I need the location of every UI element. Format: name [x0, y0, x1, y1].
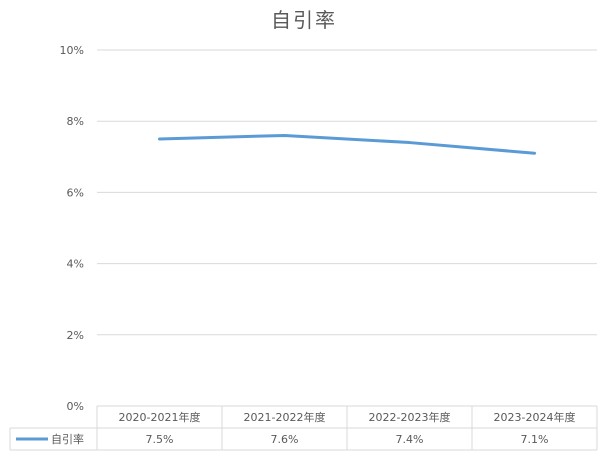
series-line [158, 133, 536, 155]
y-tick-label: 2% [67, 329, 84, 342]
data-label: 7.1% [521, 433, 549, 446]
data-label: 7.5% [146, 433, 174, 446]
y-tick-label: 8% [67, 115, 84, 128]
x-category-label: 2023-2024年度 [494, 410, 576, 424]
legend-series-name: 自引率 [51, 432, 84, 446]
y-tick-label: 0% [67, 400, 84, 413]
x-category-label: 2020-2021年度 [119, 410, 201, 424]
y-tick-label: 4% [67, 258, 84, 271]
data-label: 7.4% [396, 433, 424, 446]
chart-title: 自引率 [271, 8, 337, 32]
y-tick-label: 6% [67, 186, 84, 199]
x-category-label: 2022-2023年度 [369, 410, 451, 424]
data-label: 7.6% [271, 433, 299, 446]
y-tick-label: 10% [60, 44, 84, 57]
x-category-label: 2021-2022年度 [244, 410, 326, 424]
